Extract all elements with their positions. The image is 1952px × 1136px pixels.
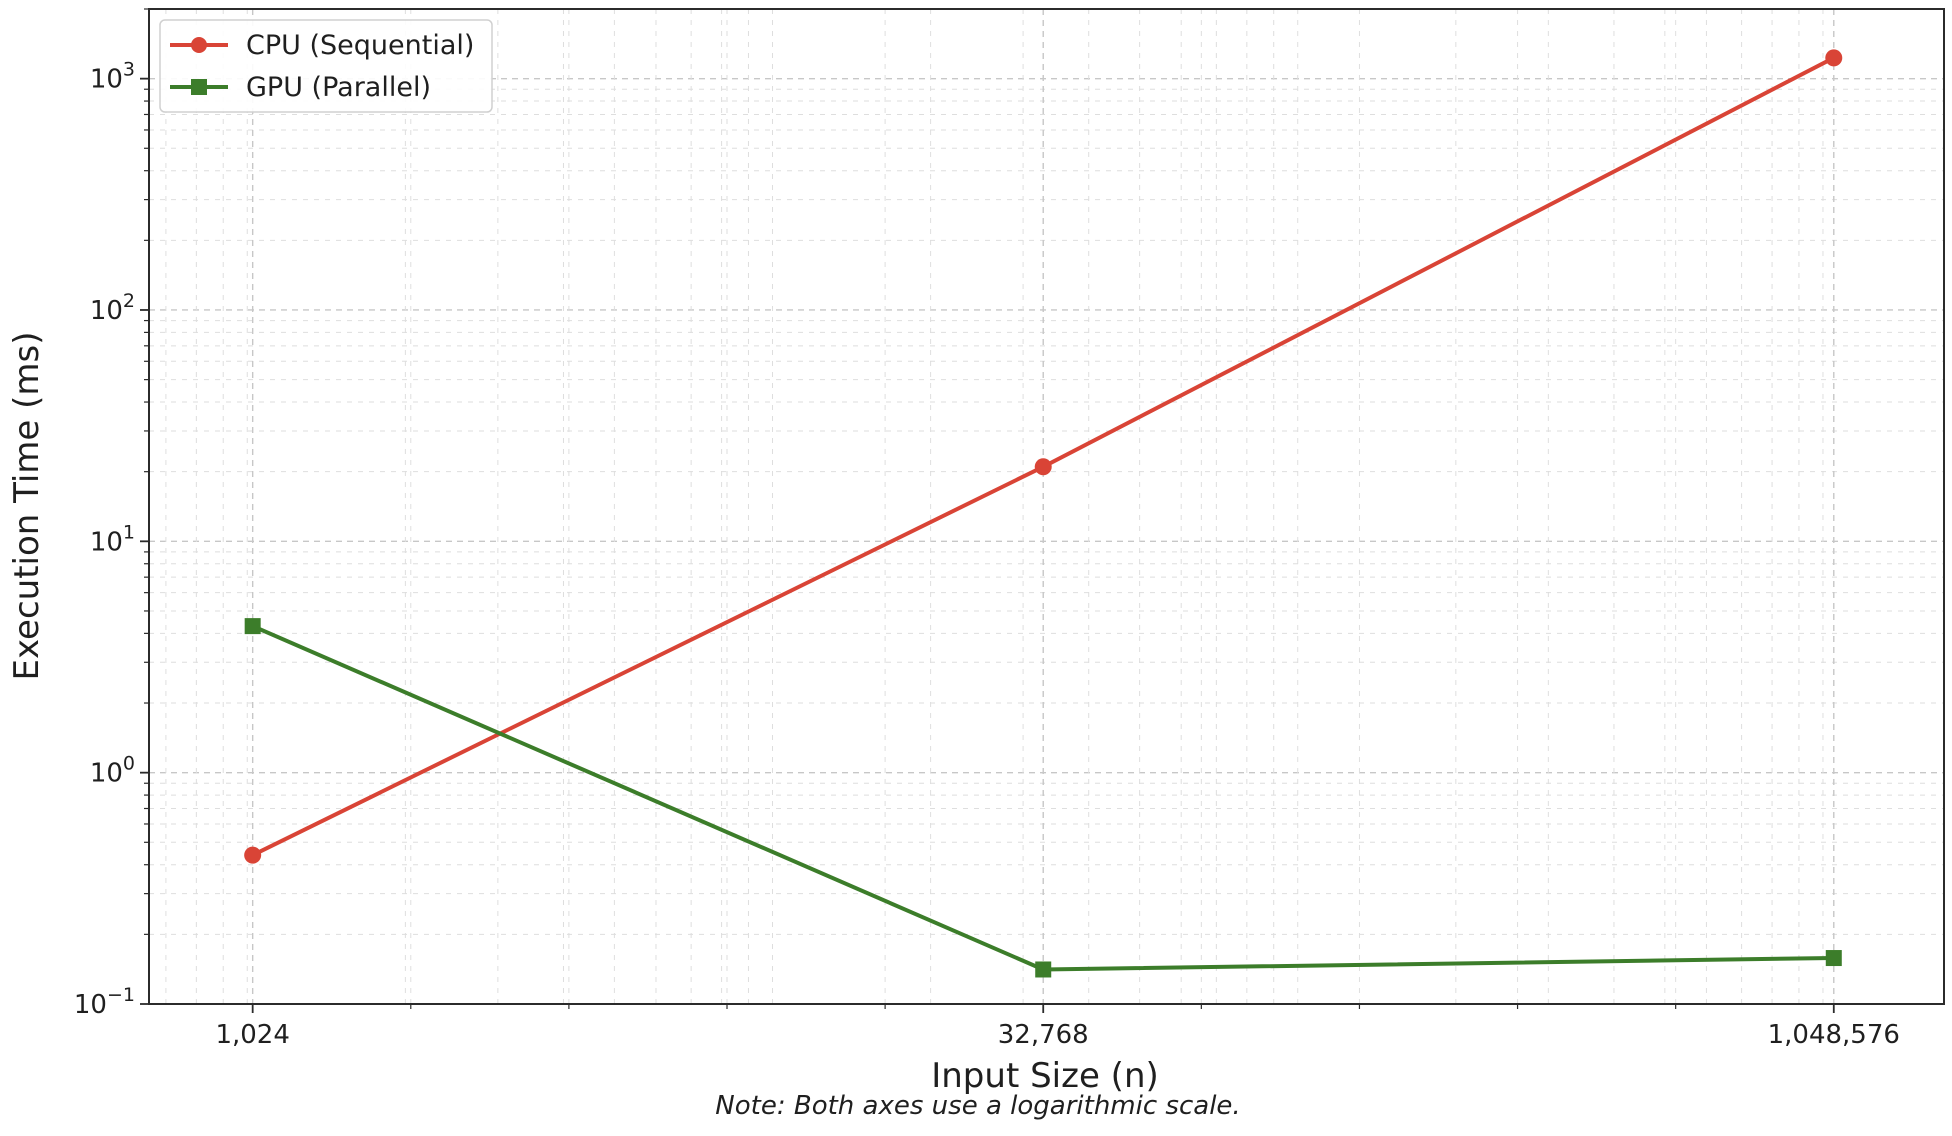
data-point-cpu bbox=[1034, 458, 1052, 476]
x-tick-label: 1,024 bbox=[215, 1020, 289, 1050]
y-tick-label-exponent: −1 bbox=[107, 984, 135, 1006]
scale-note: Note: Both axes use a logarithmic scale. bbox=[715, 1091, 1240, 1121]
y-axis-title: Execution Time (ms) bbox=[7, 331, 47, 680]
legend-marker-cpu bbox=[191, 37, 207, 53]
data-point-gpu bbox=[1035, 961, 1052, 978]
y-tick-label-exponent: 1 bbox=[123, 521, 135, 543]
y-tick-label: 10−1 bbox=[74, 984, 135, 1020]
series-line-gpu bbox=[250, 624, 1836, 972]
x-axis-title: Input Size (n) bbox=[931, 1056, 1159, 1096]
grid bbox=[149, 8, 1944, 1005]
y-tick-label-base: 10 bbox=[90, 527, 123, 557]
legend: CPU (Sequential) GPU (Parallel) bbox=[159, 19, 493, 113]
legend-label-gpu: GPU (Parallel) bbox=[246, 72, 431, 103]
y-tick-label-exponent: 2 bbox=[123, 290, 135, 312]
y-tick-label-exponent: 0 bbox=[123, 753, 135, 775]
legend-box bbox=[159, 19, 493, 113]
legend-label-cpu: CPU (Sequential) bbox=[246, 30, 474, 61]
y-tick-label: 103 bbox=[90, 59, 135, 95]
y-tick-label-exponent: 3 bbox=[123, 59, 135, 81]
y-tick-label-base: 10 bbox=[90, 65, 123, 95]
data-point-gpu bbox=[1825, 950, 1842, 967]
series-lines bbox=[244, 49, 1843, 978]
x-tick-label: 1,048,576 bbox=[1768, 1020, 1900, 1050]
x-tick-label: 32,768 bbox=[998, 1020, 1089, 1050]
y-tick-label: 102 bbox=[90, 290, 135, 326]
data-point-gpu bbox=[244, 618, 261, 635]
data-point-cpu bbox=[1825, 49, 1843, 67]
y-tick-label-base: 10 bbox=[74, 990, 107, 1020]
y-tick-label-base: 10 bbox=[90, 296, 123, 326]
y-tick-label-base: 10 bbox=[90, 759, 123, 789]
y-tick-label: 101 bbox=[90, 521, 135, 557]
plot-frame bbox=[148, 8, 1945, 1005]
y-tick-label: 100 bbox=[90, 753, 135, 789]
data-point-cpu bbox=[244, 846, 262, 864]
axis-ticks bbox=[140, 8, 1835, 1013]
legend-marker-gpu bbox=[191, 79, 207, 95]
